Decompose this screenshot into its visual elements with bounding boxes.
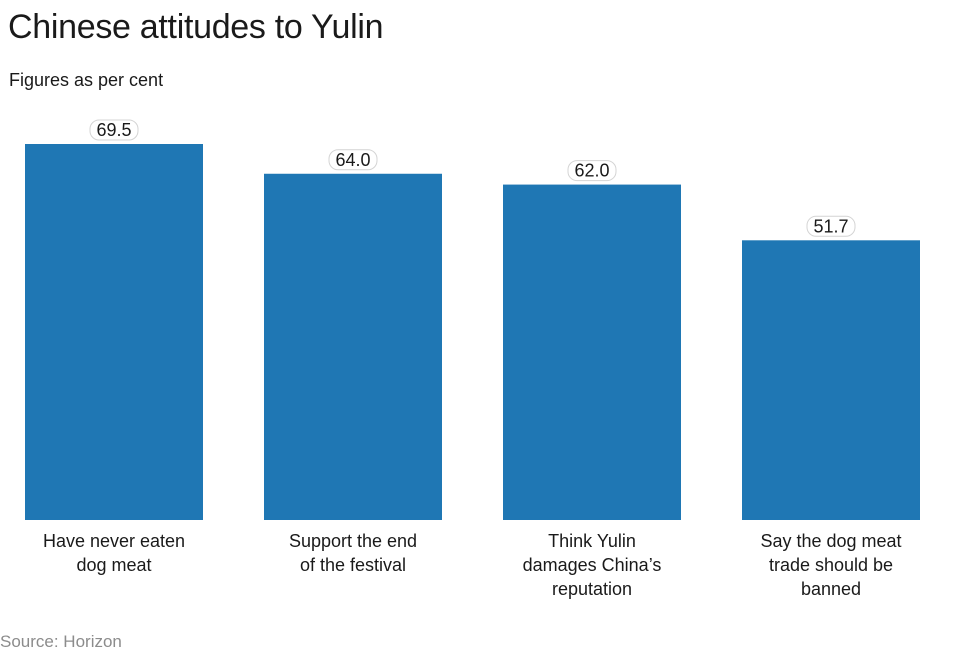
category-label-line: Think Yulin bbox=[548, 531, 636, 551]
category-label-line: dog meat bbox=[76, 555, 151, 575]
bar bbox=[503, 184, 681, 520]
category-label-line: Support the end bbox=[289, 531, 417, 551]
category-label-line: banned bbox=[801, 579, 861, 599]
bar bbox=[742, 240, 920, 520]
bar-group: 64.0 Support the end of the festival bbox=[264, 149, 442, 575]
data-label-background bbox=[806, 215, 856, 237]
category-label-line: Say the dog meat bbox=[760, 531, 901, 551]
data-label: 69.5 bbox=[96, 120, 131, 140]
bar-group: 69.5 Have never eaten dog meat bbox=[25, 119, 203, 575]
category-label-line: damages China’s bbox=[523, 555, 662, 575]
category-label-line: reputation bbox=[552, 579, 632, 599]
chart-subtitle: Figures as per cent bbox=[9, 70, 164, 90]
category-label: Have never eaten dog meat bbox=[43, 531, 185, 575]
bar bbox=[264, 173, 442, 520]
data-label: 51.7 bbox=[813, 216, 848, 236]
data-label-background bbox=[567, 160, 617, 182]
category-label-line: trade should be bbox=[769, 555, 893, 575]
data-label: 64.0 bbox=[335, 150, 370, 170]
source-note: Source: Horizon bbox=[0, 632, 122, 651]
data-label-background bbox=[89, 119, 139, 141]
category-label: Think Yulin damages China’s reputation bbox=[523, 531, 662, 599]
bar-chart: 69.5 Have never eaten dog meat 64.0 Support … bbox=[25, 119, 920, 599]
category-label: Say the dog meat trade should be banned bbox=[760, 531, 901, 599]
category-label-line: of the festival bbox=[300, 555, 406, 575]
data-label: 62.0 bbox=[574, 161, 609, 181]
bar-group: 62.0 Think Yulin damages China’s reputation bbox=[503, 160, 681, 599]
data-label-background bbox=[328, 149, 378, 171]
category-label-line: Have never eaten bbox=[43, 531, 185, 551]
bar-group: 51.7 Say the dog meat trade should be banne… bbox=[742, 215, 920, 599]
category-label: Support the end of the festival bbox=[289, 531, 417, 575]
chart-title: Chinese attitudes to Yulin bbox=[8, 8, 384, 46]
bar bbox=[25, 144, 203, 520]
